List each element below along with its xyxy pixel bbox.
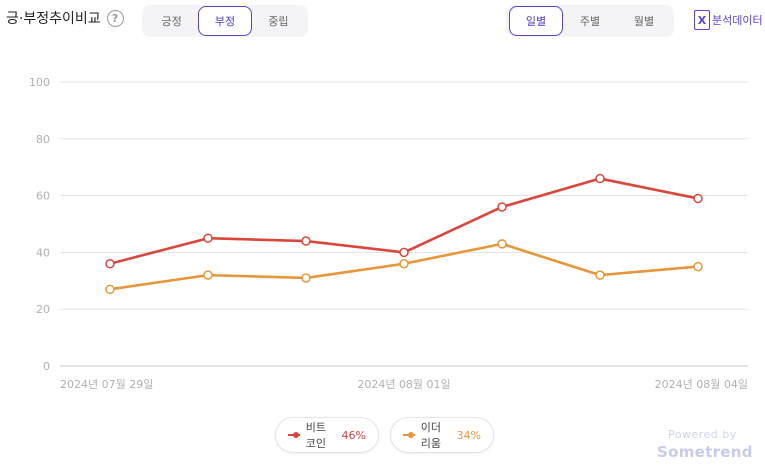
x-tick-label: 2024년 08월 01일 — [357, 377, 450, 391]
data-point-bitcoin — [399, 247, 409, 258]
legend-name: 이더리움 — [420, 421, 442, 450]
y-tick-label: 0 — [43, 360, 50, 373]
tab-monthly[interactable]: 월별 — [633, 15, 655, 28]
legend-percent: 46% — [341, 428, 366, 442]
data-point-ethereum — [301, 273, 311, 283]
y-tick-label: 20 — [36, 303, 50, 316]
excel-icon: X — [694, 10, 710, 30]
line-chart: 0 20 40 60 80 100 2024년 07월 29일 2024년 08월 01일 20… — [29, 76, 748, 391]
y-tick-label: 60 — [36, 190, 50, 203]
data-point-bitcoin — [203, 233, 213, 243]
legend-swatch-bitcoin — [288, 430, 300, 440]
data-point-ethereum — [497, 239, 507, 249]
data-point-ethereum — [105, 284, 115, 295]
data-point-bitcoin — [497, 202, 507, 212]
brand-logo: Sometrend — [657, 443, 753, 461]
tab-neutral[interactable]: 중립 — [268, 15, 289, 28]
y-tick-label: 100 — [29, 76, 50, 89]
legend-percent: 34% — [456, 428, 481, 442]
legend-swatch-ethereum — [403, 430, 415, 440]
chart-header: 긍·부정추이비교 ? — [6, 8, 124, 28]
x-tick-label: 2024년 08월 04일 — [655, 377, 748, 391]
export-data-button[interactable]: X 분석데이터 — [694, 10, 763, 30]
tab-weekly[interactable]: 주별 — [579, 15, 601, 28]
data-point-bitcoin — [595, 173, 605, 184]
legend-name: 비트코인 — [305, 421, 327, 450]
data-point-bitcoin — [105, 259, 115, 269]
x-tick-label: 2024년 07월 29일 — [60, 377, 153, 391]
tab-daily[interactable]: 일별 — [509, 6, 563, 36]
data-point-bitcoin — [301, 236, 311, 246]
chart-title: 긍·부정추이비교 — [6, 11, 101, 27]
data-point-bitcoin — [693, 193, 703, 204]
sentiment-toggle: 긍정 부정 중립 — [142, 5, 308, 37]
legend-item-bitcoin[interactable]: 비트코인 46% — [275, 417, 379, 453]
powered-by-text: Powered by — [668, 428, 737, 441]
tab-negative[interactable]: 부정 — [198, 6, 252, 36]
tab-positive[interactable]: 긍정 — [161, 15, 182, 28]
y-tick-label: 80 — [36, 133, 50, 146]
data-point-ethereum — [399, 259, 409, 269]
help-icon[interactable]: ? — [106, 9, 124, 27]
data-point-ethereum — [693, 261, 703, 272]
data-point-ethereum — [595, 270, 605, 280]
legend-item-ethereum[interactable]: 이더리움 34% — [390, 417, 494, 453]
period-toggle: 일별 주별 월별 — [506, 5, 674, 37]
data-point-ethereum — [203, 270, 213, 280]
y-tick-label: 40 — [36, 246, 50, 259]
export-label: 분석데이터 — [712, 14, 763, 27]
